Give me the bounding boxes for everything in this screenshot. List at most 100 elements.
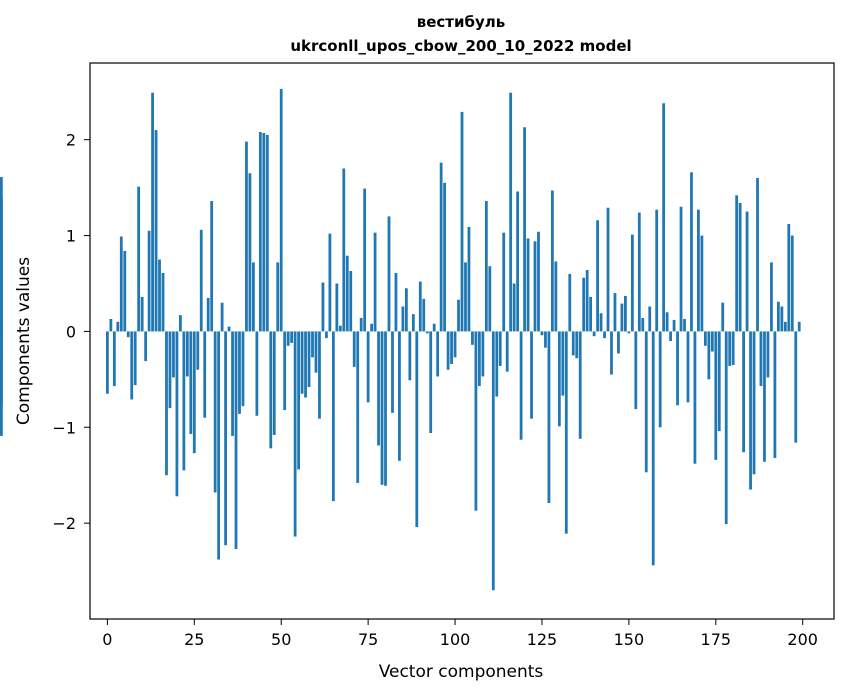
bar-105 xyxy=(471,331,474,345)
x-tick-label: 200 xyxy=(787,630,818,649)
bar-86 xyxy=(404,288,408,332)
bar-33 xyxy=(220,302,224,332)
x-axis-label: Vector components xyxy=(379,662,544,682)
y-tick-label: −1 xyxy=(52,418,76,437)
bar-53 xyxy=(290,331,294,343)
bar-195 xyxy=(783,321,787,332)
bar-74 xyxy=(363,188,367,332)
bar-54 xyxy=(293,331,297,537)
bar-66 xyxy=(335,283,339,332)
bar-79 xyxy=(380,331,384,485)
bar-150 xyxy=(627,331,631,334)
bar-undefined xyxy=(0,331,3,436)
bar-137 xyxy=(582,277,586,332)
bar-157 xyxy=(651,331,655,566)
bar-149 xyxy=(624,295,627,332)
bar-124 xyxy=(537,231,540,332)
bar-15 xyxy=(158,259,161,332)
bar-61 xyxy=(318,331,321,419)
bar-117 xyxy=(512,283,516,332)
bar-68 xyxy=(342,168,346,332)
bar-163 xyxy=(672,319,676,332)
x-tick-label: 100 xyxy=(440,630,471,649)
bar-63 xyxy=(325,331,328,339)
bar-69 xyxy=(345,255,349,332)
bar-132 xyxy=(564,331,568,534)
bar-11 xyxy=(144,331,148,362)
bar-80 xyxy=(384,331,387,486)
bar-159 xyxy=(658,331,662,428)
bar-3 xyxy=(116,321,120,332)
bar-181 xyxy=(735,195,739,332)
bar-133 xyxy=(568,273,572,332)
bar-111 xyxy=(491,331,495,591)
bar-158 xyxy=(655,209,659,332)
bar-0 xyxy=(105,331,109,394)
bar-125 xyxy=(540,331,544,336)
bar-91 xyxy=(422,298,426,332)
bar-29 xyxy=(206,297,210,332)
bar-90 xyxy=(418,281,422,332)
bar-40 xyxy=(245,141,248,332)
bar-145 xyxy=(610,331,613,375)
bar-30 xyxy=(210,201,214,332)
bar-198 xyxy=(794,331,798,443)
bar-25 xyxy=(192,331,196,454)
bar-114 xyxy=(502,232,506,332)
bar-26 xyxy=(196,331,200,370)
bar-193 xyxy=(776,301,780,332)
bar-162 xyxy=(669,331,672,341)
bar-44 xyxy=(258,132,262,332)
x-tick-label: 175 xyxy=(701,630,732,649)
bar-12 xyxy=(147,230,151,332)
bar-185 xyxy=(749,331,752,490)
bar-94 xyxy=(432,323,436,332)
bar-27 xyxy=(199,229,203,332)
bar-104 xyxy=(467,226,471,332)
bar-161 xyxy=(665,312,669,332)
bar-170 xyxy=(697,209,700,332)
bar-188 xyxy=(759,331,763,387)
bar-8 xyxy=(133,331,137,386)
bar-148 xyxy=(620,303,624,332)
bar-14 xyxy=(154,130,158,332)
bar-179 xyxy=(728,331,732,366)
bar-192 xyxy=(773,331,777,458)
bar-73 xyxy=(359,317,363,332)
y-tick-label: 2 xyxy=(66,131,76,150)
bar-84 xyxy=(398,331,401,461)
bar-129 xyxy=(554,261,558,332)
bar-169 xyxy=(693,331,697,464)
bar-35 xyxy=(227,326,231,332)
bar-152 xyxy=(634,331,638,410)
bar-119 xyxy=(519,331,523,440)
bar-17 xyxy=(165,331,168,476)
bar-116 xyxy=(509,92,513,332)
bar-122 xyxy=(530,331,533,419)
bar-100 xyxy=(453,331,457,358)
bar-96 xyxy=(439,162,443,332)
x-tick-label: 0 xyxy=(102,630,112,649)
bar-46 xyxy=(265,134,269,332)
bar-55 xyxy=(297,331,300,470)
bar-38 xyxy=(238,331,241,414)
bar-112 xyxy=(495,331,499,397)
bar-97 xyxy=(443,182,447,332)
bar-28 xyxy=(203,331,207,418)
bar-113 xyxy=(498,331,502,366)
bar-197 xyxy=(790,235,794,332)
bar-176 xyxy=(717,331,721,432)
bar-106 xyxy=(474,331,478,511)
bar-110 xyxy=(488,266,492,332)
bar-194 xyxy=(780,306,784,332)
bar-undefined xyxy=(0,198,3,332)
bar-108 xyxy=(481,331,485,377)
bar-22 xyxy=(182,331,186,471)
bar-118 xyxy=(516,191,520,332)
bar-166 xyxy=(683,318,686,332)
bar-2 xyxy=(112,331,116,387)
bar-174 xyxy=(710,331,714,352)
bar-64 xyxy=(328,233,332,332)
bar-24 xyxy=(189,331,193,434)
